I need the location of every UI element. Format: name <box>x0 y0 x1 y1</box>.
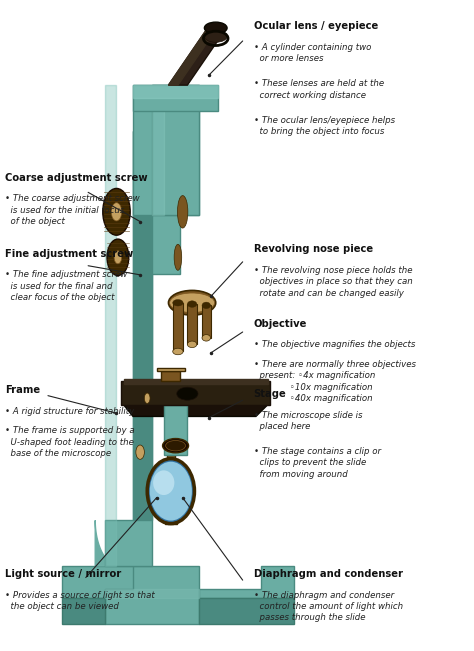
Ellipse shape <box>103 188 130 235</box>
Ellipse shape <box>148 460 193 522</box>
Polygon shape <box>105 85 180 566</box>
Polygon shape <box>187 304 197 344</box>
Ellipse shape <box>204 31 227 42</box>
Text: • The diaphragm and condenser
  control the amount of light which
  passes throu: • The diaphragm and condenser control th… <box>254 590 403 622</box>
Polygon shape <box>133 85 199 215</box>
Polygon shape <box>161 371 180 381</box>
Polygon shape <box>133 85 218 111</box>
Text: Fine adjustment screw: Fine adjustment screw <box>5 249 134 259</box>
Polygon shape <box>133 85 218 98</box>
Text: Revolving nose piece: Revolving nose piece <box>254 244 373 255</box>
Polygon shape <box>164 405 187 456</box>
Polygon shape <box>167 456 174 520</box>
Text: • The coarse adjustment screw
  is used for the initial focus
  of the object: • The coarse adjustment screw is used fo… <box>5 194 140 226</box>
Polygon shape <box>156 368 185 371</box>
Text: Coarse adjustment screw: Coarse adjustment screw <box>5 173 148 183</box>
Ellipse shape <box>107 239 129 275</box>
Polygon shape <box>168 30 216 85</box>
Polygon shape <box>202 305 210 338</box>
Text: Objective: Objective <box>254 319 307 329</box>
Polygon shape <box>124 405 268 417</box>
Polygon shape <box>133 131 152 520</box>
Ellipse shape <box>168 290 216 315</box>
Text: • The objective magnifies the objects: • The objective magnifies the objects <box>254 340 415 350</box>
Ellipse shape <box>204 22 227 34</box>
Polygon shape <box>199 566 294 598</box>
Text: • These lenses are held at the
  correct working distance: • These lenses are held at the correct w… <box>254 79 383 100</box>
Ellipse shape <box>111 202 122 221</box>
Polygon shape <box>173 303 183 352</box>
Ellipse shape <box>177 387 198 400</box>
Text: • The frame is supported by a
  U-shaped foot leading to the
  base of the micro: • The frame is supported by a U-shaped f… <box>5 426 135 458</box>
Polygon shape <box>95 520 143 566</box>
Ellipse shape <box>173 348 183 355</box>
Text: Light source / mirror: Light source / mirror <box>5 569 122 579</box>
Ellipse shape <box>202 335 210 341</box>
Ellipse shape <box>202 302 210 309</box>
Text: • A cylinder containing two
  or more lenses: • A cylinder containing two or more lens… <box>254 43 371 63</box>
Ellipse shape <box>114 251 122 264</box>
Ellipse shape <box>145 393 150 404</box>
Ellipse shape <box>170 293 215 312</box>
Ellipse shape <box>136 445 145 460</box>
Polygon shape <box>105 85 117 566</box>
Polygon shape <box>152 85 164 215</box>
Ellipse shape <box>187 341 197 348</box>
Text: • There are normally three objectives
  present: ◦4x magnification
             : • There are normally three objectives pr… <box>254 360 416 403</box>
Text: • The ocular lens/eyepiece helps
  to bring the object into focus: • The ocular lens/eyepiece helps to brin… <box>254 116 395 136</box>
Polygon shape <box>168 30 225 85</box>
Text: • The revolving nose piece holds the
  objectives in place so that they can
  ro: • The revolving nose piece holds the obj… <box>254 266 412 298</box>
Polygon shape <box>62 598 105 624</box>
Polygon shape <box>199 598 294 624</box>
Polygon shape <box>121 381 270 405</box>
Text: • The microscope slide is
  placed here: • The microscope slide is placed here <box>254 411 362 431</box>
Ellipse shape <box>174 244 182 270</box>
Ellipse shape <box>173 299 183 306</box>
Text: • The stage contains a clip or
  clips to prevent the slide
  from moving around: • The stage contains a clip or clips to … <box>254 447 381 479</box>
Polygon shape <box>124 379 268 384</box>
Text: Ocular lens / eyepiece: Ocular lens / eyepiece <box>254 21 378 31</box>
Polygon shape <box>152 85 199 215</box>
Text: Frame: Frame <box>5 385 41 395</box>
Text: • Provides a source of light so that
  the object can be viewed: • Provides a source of light so that the… <box>5 590 155 611</box>
Polygon shape <box>105 566 199 624</box>
Ellipse shape <box>177 195 188 228</box>
Text: • The fine adjustment screw
  is used for the final and
  clear focus of the obj: • The fine adjustment screw is used for … <box>5 270 128 302</box>
Text: • A rigid structure for stability: • A rigid structure for stability <box>5 407 135 416</box>
Text: Diaphragm and condenser: Diaphragm and condenser <box>254 569 402 579</box>
Ellipse shape <box>153 471 174 495</box>
Text: Stage: Stage <box>254 389 286 399</box>
Ellipse shape <box>163 439 189 453</box>
Polygon shape <box>62 566 133 598</box>
Ellipse shape <box>187 301 197 307</box>
Polygon shape <box>105 589 199 598</box>
Ellipse shape <box>165 441 185 451</box>
Polygon shape <box>164 514 177 523</box>
